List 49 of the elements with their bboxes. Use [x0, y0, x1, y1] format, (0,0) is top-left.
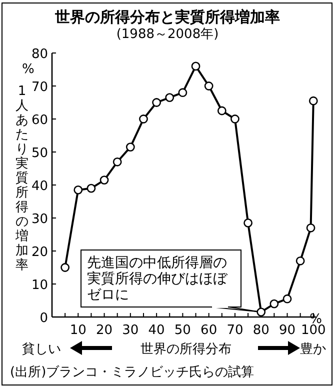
point — [74, 186, 83, 194]
point — [306, 223, 316, 232]
x-tick-label: 60 — [200, 323, 218, 338]
x-tick-label: 50 — [174, 323, 191, 338]
y-tick-label: 40 — [31, 179, 48, 194]
point — [178, 88, 188, 98]
x-tick-label: 70 — [226, 323, 244, 338]
point — [256, 308, 266, 316]
x-tick-label: 90 — [278, 323, 296, 338]
chart-subtitle: (1988～2008年) — [116, 27, 219, 42]
x-tick-label: 80 — [252, 323, 270, 338]
y-tick-label: 10 — [31, 278, 48, 293]
point — [217, 106, 226, 116]
y-tick-label: 50 — [31, 146, 48, 161]
text: % — [22, 62, 34, 77]
point — [244, 218, 252, 228]
point — [139, 114, 148, 124]
x-tick-label: 100 — [300, 323, 326, 338]
point — [100, 176, 109, 184]
point — [308, 96, 318, 106]
annotation: 先進国の中低所得層の実質所得の伸びはほぼゼロに — [87, 255, 228, 303]
chart-title: 世界の所得分布と実質所得増加率 — [54, 8, 280, 26]
point — [60, 263, 70, 272]
text: 豊か — [300, 342, 326, 357]
x-tick-label: 40 — [148, 323, 165, 338]
point — [204, 82, 214, 90]
point — [165, 93, 174, 102]
point — [112, 157, 122, 166]
y-tick-label: 60 — [31, 113, 48, 128]
point — [152, 98, 162, 107]
x-tick-label: 20 — [96, 323, 113, 338]
point — [282, 294, 292, 304]
y-tick-label: 0 — [40, 311, 48, 326]
x-tick-label: 10 — [70, 323, 86, 338]
x-tick-label: 30 — [122, 323, 139, 338]
y-tick-label: 20 — [31, 245, 48, 260]
y-tick-label: 80 — [31, 47, 48, 62]
text: 1人あたり実質所得の増加率 — [16, 84, 28, 273]
point — [126, 142, 135, 152]
text: (出所)ブランコ・ミラノビッチ氏らの試算 — [10, 365, 254, 380]
point — [191, 62, 200, 71]
x-axis-title: 世界の所得分布 — [140, 342, 232, 357]
point — [270, 299, 279, 308]
point — [230, 114, 240, 124]
y-tick-label: 70 — [31, 80, 48, 95]
point — [86, 184, 96, 193]
text: 貧しい — [22, 342, 61, 357]
point — [296, 256, 305, 266]
y-tick-label: 30 — [31, 212, 48, 227]
